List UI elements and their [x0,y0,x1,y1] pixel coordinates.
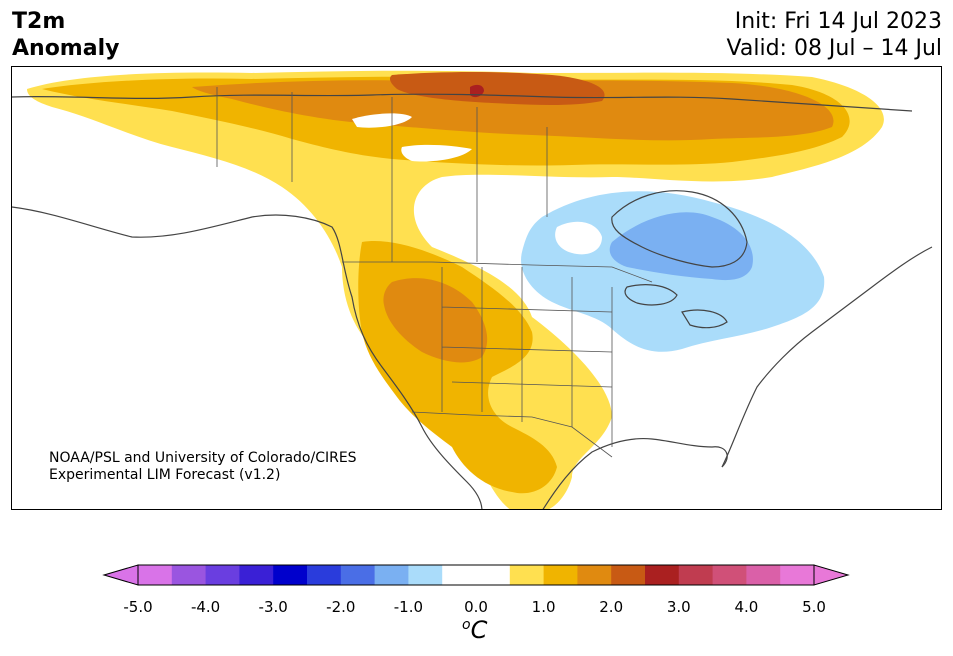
west-coast [12,206,483,509]
colorbar-unit: oC [462,616,487,644]
colorbar-cell [645,565,680,585]
colorbar-tick-label: 2.0 [599,598,624,616]
colorbar-cell [476,565,511,585]
valid-range: Valid: 08 Jul – 14 Jul [726,36,942,61]
state-lines [441,267,613,447]
title-line-2: Anomaly [12,36,120,61]
credit-text: NOAA/PSL and University of Colorado/CIRE… [49,450,357,484]
colorbar-tick-label: -3.0 [258,598,288,616]
colorbar-max-arrow [813,564,850,586]
colorbar-cell [171,565,207,585]
colorbar-cell [374,565,409,585]
near-zero-patch-arctic [352,113,412,128]
colorbar-cell [442,565,477,585]
east-coast [721,246,933,468]
credit-line-1: NOAA/PSL and University of Colorado/CIRE… [49,450,357,466]
colorbar-cell [239,565,274,585]
colorbar-cell [543,565,578,585]
map-canvas [12,70,933,509]
colorbar-tick-label: -5.0 [123,598,153,616]
colorbar-cell [340,565,376,585]
title-line-1: T2m [12,9,66,34]
colorbar-cell [712,565,747,585]
colorbar-cell [577,565,612,585]
colorbar-cell [205,565,240,585]
colorbar-tick-label: -1.0 [393,598,424,616]
colorbar-cell [678,565,714,585]
near-zero-patch [555,221,602,255]
colorbar-min-arrow [102,564,139,586]
arctic-coast [12,93,913,112]
colorbar-tick-label: 1.0 [531,598,556,616]
colorbar-cell [611,565,646,585]
colorbar-tick-label: 4.0 [734,598,759,616]
us-canada-border [342,261,653,283]
map-title: T2m Anomaly [12,8,119,62]
colorbar [102,564,850,586]
colorbar-outline [137,564,815,586]
near-zero-patch-north [401,144,472,162]
unit-degree: o [462,617,471,633]
coastlines [12,93,933,509]
forecast-dates: Init: Fri 14 Jul 2023 Valid: 08 Jul – 14… [727,8,942,62]
anomaly-region-very-hot [470,84,484,98]
colorbar-tick-label: 3.0 [666,598,691,616]
colorbar-tick-label: 5.0 [802,598,826,616]
anomaly-map [11,66,942,510]
colorbar-cell [408,565,443,585]
anomaly-region-cool [609,212,753,281]
anomaly-region-warmer-west [383,278,488,363]
colorbar-cell [746,565,781,585]
colorbar-cell [273,565,308,585]
credit-line-2: Experimental LIM Forecast (v1.2) [49,467,281,483]
colorbar-cell [780,565,815,585]
init-date: Init: Fri 14 Jul 2023 [734,9,942,34]
borders [216,87,653,458]
colorbar-tick-label: -4.0 [190,598,221,616]
colorbar-cell [509,565,545,585]
us-mexico-border [411,411,613,458]
gulf-coast [542,437,728,509]
colorbar-tick-label: -2.0 [326,598,356,616]
great-lakes [624,284,728,329]
hudson-bay [611,190,748,268]
colorbar-cell [138,565,173,585]
colorbar-cell [307,565,342,585]
colorbar-tick-label: 0.0 [464,598,488,616]
province-lines [216,87,548,262]
unit-letter: C [470,616,488,644]
